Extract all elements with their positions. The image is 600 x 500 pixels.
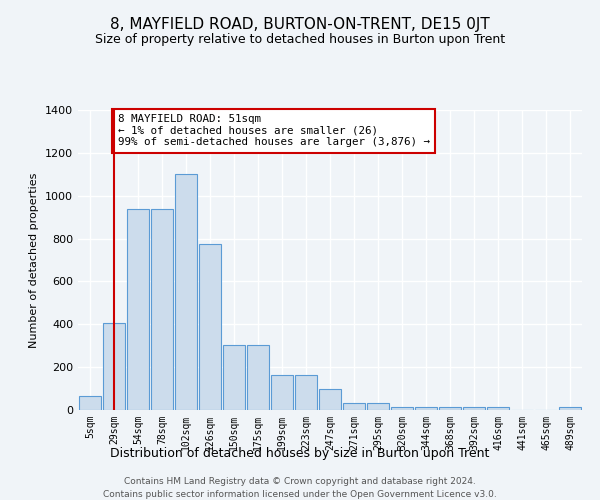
Bar [391, 407, 413, 410]
Text: 8 MAYFIELD ROAD: 51sqm
← 1% of detached houses are smaller (26)
99% of semi-deta: 8 MAYFIELD ROAD: 51sqm ← 1% of detached … [118, 114, 430, 148]
Bar [343, 402, 365, 410]
Bar [439, 407, 461, 410]
Bar [487, 407, 509, 410]
Bar [151, 208, 173, 410]
Bar [175, 174, 197, 410]
Bar [295, 374, 317, 410]
Bar [559, 407, 581, 410]
Bar [199, 244, 221, 410]
Bar [415, 407, 437, 410]
Bar [103, 323, 125, 410]
Text: Contains public sector information licensed under the Open Government Licence v3: Contains public sector information licen… [103, 490, 497, 499]
Bar [79, 396, 101, 410]
Text: 8, MAYFIELD ROAD, BURTON-ON-TRENT, DE15 0JT: 8, MAYFIELD ROAD, BURTON-ON-TRENT, DE15 … [110, 18, 490, 32]
Y-axis label: Number of detached properties: Number of detached properties [29, 172, 40, 348]
Text: Contains HM Land Registry data © Crown copyright and database right 2024.: Contains HM Land Registry data © Crown c… [124, 478, 476, 486]
Bar [319, 388, 341, 410]
Bar [247, 344, 269, 410]
Text: Distribution of detached houses by size in Burton upon Trent: Distribution of detached houses by size … [110, 448, 490, 460]
Bar [127, 208, 149, 410]
Bar [367, 402, 389, 410]
Bar [271, 374, 293, 410]
Text: Size of property relative to detached houses in Burton upon Trent: Size of property relative to detached ho… [95, 32, 505, 46]
Bar [463, 407, 485, 410]
Bar [223, 344, 245, 410]
